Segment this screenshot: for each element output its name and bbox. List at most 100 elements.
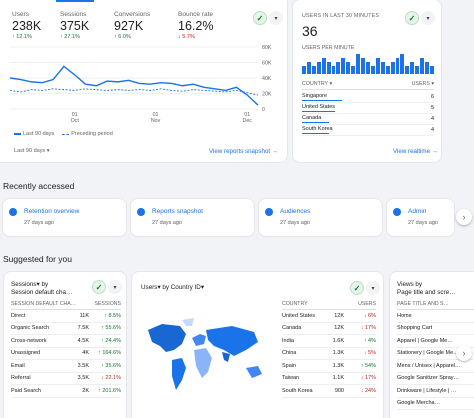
row-name: China — [282, 350, 297, 357]
row-values: 1.1K ↓ 17% — [333, 375, 376, 381]
row-values: 900 ↓ 24% — [335, 388, 376, 394]
sessions-menu-dropdown[interactable]: ▾ — [108, 280, 122, 294]
country-col-header[interactable]: COUNTRY ▾ — [302, 81, 333, 87]
row-delta: ↑ 54% — [360, 362, 376, 369]
row-name: Cross-network — [11, 337, 47, 344]
x-tick-label: 01 — [244, 112, 250, 118]
recent-item-time: 27 days ago — [280, 220, 310, 226]
country-card-title[interactable]: Users▾ by Country ID▾ — [141, 284, 205, 291]
realtime-table-header: COUNTRY ▾ USERS ▾ — [302, 81, 434, 90]
realtime-row-bar — [302, 111, 336, 112]
users-col-header[interactable]: USERS ▾ — [411, 81, 434, 87]
reports-snapshot-label: View reports snapshot — [209, 148, 271, 155]
row-delta: ↑ 164.6% — [98, 350, 121, 357]
pages-card-title[interactable]: Views by Page title and scre… — [397, 281, 456, 296]
row-values: 3.5K ↑ 35.6% — [78, 363, 121, 369]
metric-value: 375K — [60, 19, 90, 33]
per-minute-bar — [326, 62, 331, 74]
realtime-row: Canada 4 — [302, 114, 434, 125]
overview-menu-dropdown[interactable]: ▾ — [269, 11, 283, 25]
sessions-check-icon[interactable]: ✓ — [92, 280, 106, 294]
metric-2[interactable]: Conversions 927K ↑ 6.0% — [114, 11, 150, 40]
series-previous-line — [9, 88, 259, 96]
realtime-menu-dropdown[interactable]: ▾ — [421, 11, 435, 25]
per-minute-bar — [395, 58, 400, 74]
page-row: Google Sanitizer Spray… — [397, 373, 474, 385]
row-name: Paid Search — [11, 387, 41, 394]
recent-item-time: 27 days ago — [152, 220, 182, 226]
metric-value: 238K — [12, 19, 42, 33]
metric-0[interactable]: Users 238K ↑ 12.1% — [12, 11, 41, 40]
per-minute-bar — [316, 62, 321, 74]
row-value: 3.5K — [77, 375, 89, 382]
page-row: Mens / Unisex | Apparel… — [397, 360, 474, 373]
row-name: India — [282, 337, 294, 344]
per-minute-bar — [331, 66, 336, 74]
recently-accessed-next-button[interactable]: › — [456, 209, 472, 225]
realtime-users: 5 — [430, 105, 434, 111]
realtime-row-bar — [302, 100, 342, 101]
country-menu-dropdown[interactable]: ▾ — [366, 281, 380, 295]
metric-delta: ↓ 5.7% — [178, 34, 195, 40]
period-select[interactable]: Last 90 days ▾ — [14, 148, 50, 154]
row-values: 4.5K ↑ 24.4% — [78, 338, 121, 344]
row-name: Direct — [11, 312, 26, 319]
table-row: Referral 3.5K ↓ 22.1% — [11, 373, 121, 385]
page-title: Google Mercha… — [397, 400, 441, 407]
page-row: Stationery | Google Me… — [397, 348, 474, 360]
view-reports-snapshot-link[interactable]: View reports snapshot → — [209, 148, 278, 155]
pages-table-header: PAGE TITLE AND S… — [397, 301, 474, 310]
metric-1[interactable]: Sessions 375K ↑ 27.1% — [60, 11, 89, 40]
row-delta: ↓ 17% — [360, 325, 376, 332]
row-delta: ↑ 55.6% — [101, 325, 121, 332]
realtime-users: 4 — [430, 127, 434, 133]
sessions-tab-indicator — [56, 0, 94, 2]
row-name: United States — [282, 312, 316, 319]
suggested-next-button[interactable]: › — [456, 345, 472, 361]
page-row: Shopping Cart — [397, 323, 474, 335]
page-title: Home — [397, 312, 412, 319]
per-minute-bar-chart — [302, 54, 434, 74]
x-tick-label: 01 — [153, 112, 159, 118]
arrow-right-icon: → — [431, 148, 438, 155]
per-minute-bar — [370, 66, 375, 74]
metric-label: Sessions — [60, 11, 87, 18]
table-row: Cross-network 4.5K ↑ 24.4% — [11, 335, 121, 348]
row-name: Unassigned — [11, 350, 41, 357]
series-current-line — [9, 65, 259, 106]
sessions-card-title[interactable]: Sessions▾ by Session default cha… — [11, 281, 73, 296]
x-tick-label: Nov — [151, 118, 161, 124]
pages-table: Home Shopping Cart Apparel | Google Me… Sta… — [397, 310, 474, 410]
table-row: Canada 12K ↓ 17% — [282, 323, 376, 335]
legend-previous-swatch — [62, 133, 70, 135]
row-values: 12K ↓ 17% — [334, 325, 376, 331]
overview-card: Users 238K ↑ 12.1% Sessions 375K ↑ 27.1% Conve… — [0, 0, 287, 162]
insights-check-icon[interactable]: ✓ — [253, 11, 267, 25]
metric-delta: ↑ 6.0% — [114, 34, 131, 40]
metric-3[interactable]: Bounce rate 16.2% ↓ 5.7% — [178, 11, 213, 40]
row-values: 1.3K ↑ 54% — [333, 363, 376, 369]
view-realtime-link[interactable]: View realtime → — [393, 148, 438, 155]
legend-current-swatch — [14, 133, 21, 135]
per-minute-bar — [405, 66, 410, 74]
per-minute-bar — [429, 66, 434, 74]
recent-item-1[interactable]: Reports snapshot 27 days ago — [131, 199, 254, 236]
realtime-table: Singapore 6 United States 5 Canada 4 South Kor… — [302, 92, 434, 136]
metric-value: 16.2% — [178, 19, 214, 33]
per-minute-bar — [361, 58, 365, 74]
country-check-icon[interactable]: ✓ — [350, 281, 364, 295]
recent-item-3[interactable]: Admin 27 days ago — [387, 199, 454, 236]
row-name: Taiwan — [282, 375, 300, 382]
per-minute-bar — [302, 66, 306, 74]
row-value: 1.1K — [332, 375, 344, 382]
realtime-country-cell: Singapore — [302, 93, 342, 101]
metric-delta: ↑ 12.1% — [12, 34, 32, 40]
realtime-row-bar — [302, 133, 329, 134]
per-minute-bar — [375, 58, 380, 74]
realtime-check-icon[interactable]: ✓ — [405, 11, 419, 25]
row-delta: ↑ 35.6% — [101, 362, 121, 369]
page-title: Mens / Unisex | Apparel… — [397, 362, 461, 369]
recent-item-0[interactable]: Retention overview 27 days ago — [3, 199, 126, 236]
realtime-card: USERS IN LAST 30 MINUTES ✓ ▾ 36 USERS PE… — [293, 0, 441, 162]
recent-item-2[interactable]: Audiences 27 days ago — [259, 199, 382, 236]
